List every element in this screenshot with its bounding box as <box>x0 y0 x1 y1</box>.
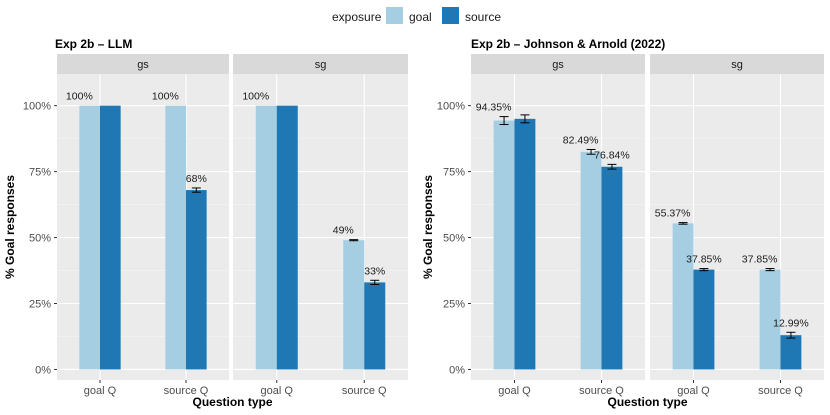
bar-goal <box>759 269 781 370</box>
y-tick-label: 0% <box>35 364 51 376</box>
facet-gs: gs 94.35% goal Q 82.49% 76.84% source Q <box>471 54 645 397</box>
y-tick-label: 75% <box>29 167 51 179</box>
data-label: 100% <box>66 91 93 103</box>
data-label: 33% <box>364 265 385 277</box>
data-label: 100% <box>242 91 269 103</box>
bar-source <box>514 118 536 370</box>
data-label: 94.35% <box>476 102 512 114</box>
data-label: 37.85% <box>686 254 722 266</box>
bar-source <box>186 190 207 370</box>
facet-strip <box>233 54 408 74</box>
legend-label-goal: goal <box>409 10 432 24</box>
chart-title: Exp 2b – LLM <box>55 37 132 51</box>
y-tick-label: 50% <box>443 233 465 245</box>
facet-strip <box>57 54 229 74</box>
facet-gs: gs 100% goal Q 100% 68% source Q <box>57 54 229 397</box>
bar-goal <box>165 105 186 370</box>
bar-source <box>601 166 623 370</box>
bar-goal <box>672 223 694 370</box>
bar-source <box>693 269 715 370</box>
bar-goal <box>79 105 100 370</box>
y-tick-label: 25% <box>443 299 465 311</box>
chart-title: Exp 2b – Johnson & Arnold (2022) <box>471 37 665 51</box>
x-tick-label: source Q <box>342 385 387 397</box>
facet-strip-label: gs <box>552 59 564 71</box>
legend-swatch-goal <box>386 7 403 24</box>
facet-sg: sg 55.37% 37.85% goal Q 37.85% 12.99% source Q <box>650 54 824 397</box>
y-axis-label: % Goal responses <box>3 175 17 279</box>
facet-strip <box>471 54 645 74</box>
x-axis-label: Question type <box>607 395 687 409</box>
y-tick-label: 0% <box>449 364 465 376</box>
chart-llm: Exp 2b – LLM 0% 25% 50% 75% 100% % Goal respon… <box>3 37 408 409</box>
bar-source <box>276 105 298 370</box>
bar-source <box>100 105 121 370</box>
x-axis-label: Question type <box>192 395 272 409</box>
data-label: 55.37% <box>655 208 691 220</box>
data-label: 49% <box>333 225 354 237</box>
facet-sg: sg 100% goal Q 49% 33% source Q <box>233 54 408 397</box>
bar-source <box>780 335 802 370</box>
facet-strip-label: gs <box>137 59 149 71</box>
y-tick-label: 25% <box>29 299 51 311</box>
x-tick-label: source Q <box>579 385 624 397</box>
x-tick-label: source Q <box>164 385 209 397</box>
data-label: 100% <box>152 91 179 103</box>
chart-johnson-arnold: Exp 2b – Johnson & Arnold (2022) 0% 25% 50%… <box>421 37 824 409</box>
data-label: 68% <box>186 173 207 185</box>
facet-strip-label: sg <box>731 59 743 71</box>
bar-goal <box>493 120 515 370</box>
legend-title: exposure <box>332 10 382 24</box>
x-tick-label: goal Q <box>677 385 710 397</box>
y-tick-label: 100% <box>437 101 465 113</box>
y-axis-label: % Goal responses <box>421 175 435 279</box>
y-tick-label: 50% <box>29 233 51 245</box>
legend-label-source: source <box>465 10 501 24</box>
x-tick-label: goal Q <box>498 385 531 397</box>
bar-goal <box>580 151 602 370</box>
facet-strip <box>650 54 824 74</box>
x-tick-label: source Q <box>758 385 803 397</box>
x-tick-label: goal Q <box>84 385 117 397</box>
legend-swatch-source <box>442 7 459 24</box>
y-tick-label: 75% <box>443 167 465 179</box>
data-label: 37.85% <box>742 254 778 266</box>
bar-goal <box>343 240 365 370</box>
x-tick-label: goal Q <box>261 385 294 397</box>
facet-strip-label: sg <box>315 59 327 71</box>
y-tick-label: 100% <box>23 101 51 113</box>
legend: exposure goal source <box>332 7 501 24</box>
bar-goal <box>255 105 277 370</box>
data-label: 76.84% <box>594 149 630 161</box>
data-label: 82.49% <box>563 134 599 146</box>
bar-source <box>364 282 386 370</box>
data-label: 12.99% <box>773 317 809 329</box>
